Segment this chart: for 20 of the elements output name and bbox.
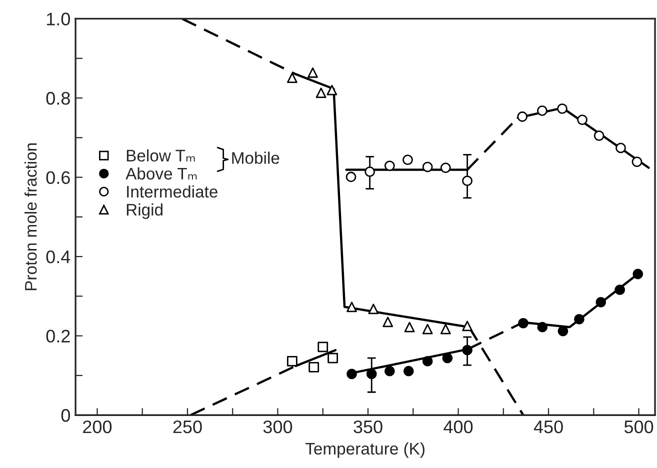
x-tick-label: 200 [83, 420, 112, 434]
x-tick-label: 400 [444, 420, 473, 434]
y-axis-title: Proton mole fraction [24, 143, 37, 290]
legend-label: Above Tₘ [126, 167, 197, 180]
legend-label: Rigid [126, 203, 162, 219]
legend-label: Intermediate [127, 185, 218, 198]
x-tick-label: 350 [354, 420, 382, 434]
y-tick-label: 0.8 [46, 92, 70, 105]
y-tick-label: 0 [61, 409, 70, 422]
x-tick-label: 450 [534, 420, 563, 434]
y-tick-label: 0.4 [46, 250, 70, 264]
y-tick-label: 0.6 [46, 171, 70, 184]
y-tick-label: 0.2 [46, 330, 70, 343]
y-tick-label: 1.0 [46, 12, 70, 26]
x-tick-label: 500 [624, 420, 654, 434]
x-tick-label: 300 [263, 420, 292, 434]
x-tick-label: 250 [173, 420, 202, 434]
annotation: Mobile [232, 152, 280, 164]
legend-label: Below Tₘ [126, 149, 195, 162]
x-axis-title: Temperature (K) [305, 442, 424, 458]
